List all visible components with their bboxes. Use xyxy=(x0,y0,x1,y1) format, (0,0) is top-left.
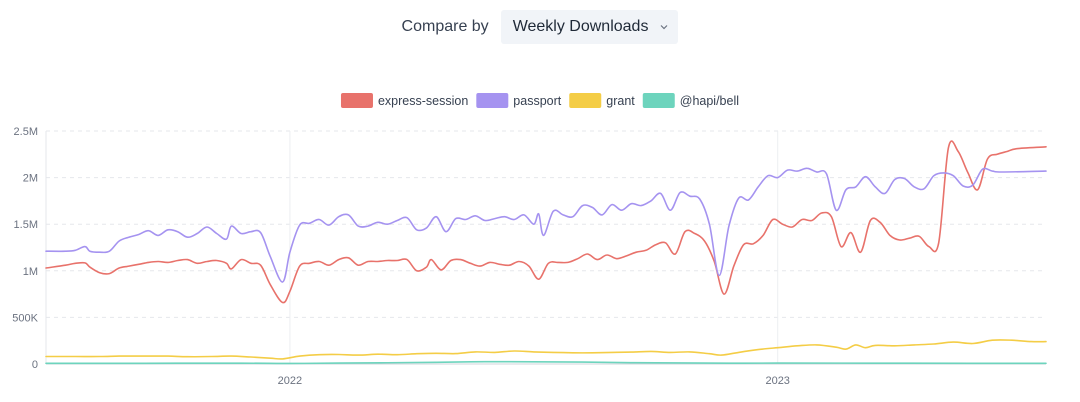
legend-item-express-session[interactable]: express-session xyxy=(340,93,468,108)
y-tick-label: 1M xyxy=(23,266,38,278)
legend-item-passport[interactable]: passport xyxy=(476,93,562,108)
series-line-grant xyxy=(45,339,1047,360)
chart-series xyxy=(45,140,1047,365)
legend-swatch xyxy=(340,93,373,108)
legend-swatch xyxy=(642,93,675,108)
legend-label: @hapi/bell xyxy=(680,94,739,108)
x-tick-label: 2023 xyxy=(765,375,789,387)
chart-grid xyxy=(46,130,1046,364)
legend-swatch xyxy=(569,93,602,108)
legend-label: express-session xyxy=(378,94,468,108)
legend-label: passport xyxy=(513,94,561,108)
legend-swatch xyxy=(476,93,509,108)
compare-label: Compare by xyxy=(401,18,489,35)
chart-legend: express-session passport grant @hapi/bell xyxy=(340,93,739,108)
compare-by-select[interactable]: Weekly Downloads xyxy=(500,10,679,44)
legend-label: grant xyxy=(606,94,635,108)
compare-bar: Compare by Weekly Downloads xyxy=(0,10,1080,44)
chevron-down-icon xyxy=(661,25,668,30)
series-line-passport xyxy=(45,167,1047,283)
legend-item-hapi-bell[interactable]: @hapi/bell xyxy=(642,93,739,108)
series-line-hapi-bell xyxy=(45,360,1047,365)
y-tick-label: 0 xyxy=(32,359,38,371)
chart-axes: 0 500K 1M 1.5M 2M 2.5M 2022 2023 xyxy=(12,126,1046,387)
y-tick-label: 2M xyxy=(23,173,38,185)
series-line-express-session xyxy=(45,140,1047,304)
legend-item-grant[interactable]: grant xyxy=(569,93,635,108)
compare-selected-value: Weekly Downloads xyxy=(512,18,649,35)
y-tick-label: 500K xyxy=(12,312,38,324)
y-tick-label: 2.5M xyxy=(14,126,38,138)
y-tick-label: 1.5M xyxy=(14,219,38,231)
x-tick-label: 2022 xyxy=(278,375,302,387)
